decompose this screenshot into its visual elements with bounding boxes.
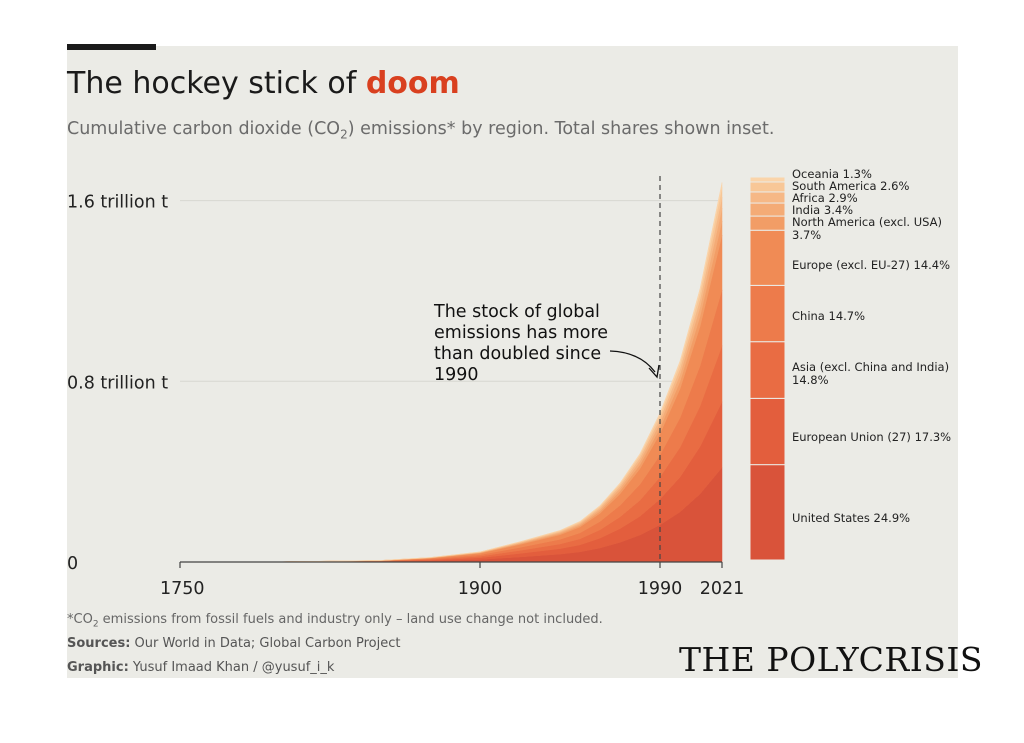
chart-panel (67, 46, 958, 678)
page-title: The hockey stick of doom (67, 66, 460, 101)
x-tick-label-2: 1990 (638, 579, 683, 599)
subtitle-sub: 2 (340, 127, 348, 142)
inset-label-8-0: South America 2.6% (792, 179, 909, 193)
inset-segment-asia-excl-china-and-india- (749, 341, 786, 399)
footnote-sub: 2 (92, 619, 99, 630)
inset-label-6-0: India 3.4% (792, 203, 853, 217)
y-tick-label-1: 0.8 trillion t (67, 373, 168, 393)
inset-segment-india (749, 202, 786, 217)
inset-segment-china (749, 284, 786, 343)
inset-segment-oceania (749, 176, 786, 183)
inset-segment-european-union-27- (749, 397, 786, 466)
inset-label-1-0: European Union (27) 17.3% (792, 430, 951, 444)
sources-line: Sources: Our World in Data; Global Carbo… (67, 636, 400, 651)
brand-logo: THE POLYCRISIS (679, 640, 984, 679)
inset-label-2-0: Asia (excl. China and India) (792, 360, 949, 374)
inset-label-9-0: Oceania 1.3% (792, 167, 872, 181)
annotation-line-0: The stock of global (433, 302, 600, 322)
footnote-post: emissions from fossil fuels and industry… (98, 612, 603, 627)
footnote: *CO2 emissions from fossil fuels and ind… (67, 612, 603, 630)
x-tick-label-3: 2021 (700, 579, 745, 599)
inset-label-5-0: North America (excl. USA) (792, 215, 942, 229)
header-accent-bar (67, 44, 156, 50)
inset-segment-united-states (749, 464, 786, 561)
inset-segment-south-america (749, 181, 786, 193)
inset-label-2-1: 14.8% (792, 373, 829, 387)
y-tick-label-0: 0 (67, 554, 78, 574)
subtitle-pre: Cumulative carbon dioxide (CO (67, 119, 341, 139)
graphic-credit: Graphic: Yusuf Imaad Khan / @yusuf_i_k (67, 660, 334, 675)
footnote-pre: *CO (67, 612, 93, 627)
inset-segment-north-america-excl-usa- (749, 215, 786, 231)
annotation-line-2: than doubled since (434, 344, 601, 364)
annotation-line-1: emissions has more (434, 323, 608, 343)
sources-label: Sources: (67, 636, 131, 651)
sources-text: Our World in Data; Global Carbon Project (130, 636, 401, 651)
subtitle-post: ) emissions* by region. Total shares sho… (347, 119, 775, 139)
inset-segment-europe-excl-eu-27- (749, 229, 786, 286)
y-tick-label-2: 1.6 trillion t (67, 193, 168, 213)
inset-label-5-1: 3.7% (792, 228, 821, 242)
annotation-line-3: 1990 (434, 365, 479, 385)
inset-label-7-0: Africa 2.9% (792, 191, 858, 205)
inset-label-4-0: Europe (excl. EU-27) 14.4% (792, 258, 950, 272)
graphic-label: Graphic: (67, 660, 129, 675)
title-prefix: The hockey stick of (67, 66, 366, 101)
area-oceania (179, 182, 723, 563)
graphic-text: Yusuf Imaad Khan / @yusuf_i_k (128, 660, 335, 675)
x-tick-label-0: 1750 (160, 579, 205, 599)
annotation-arrow (609, 350, 656, 373)
x-tick-label-1: 1900 (458, 579, 503, 599)
inset-label-3-0: China 14.7% (792, 309, 865, 323)
inset-label-0-0: United States 24.9% (792, 511, 910, 525)
subtitle: Cumulative carbon dioxide (CO2) emission… (67, 119, 774, 142)
annotation-arrowhead (648, 364, 660, 379)
inset-segment-africa (749, 191, 786, 204)
title-highlight: doom (365, 66, 460, 101)
